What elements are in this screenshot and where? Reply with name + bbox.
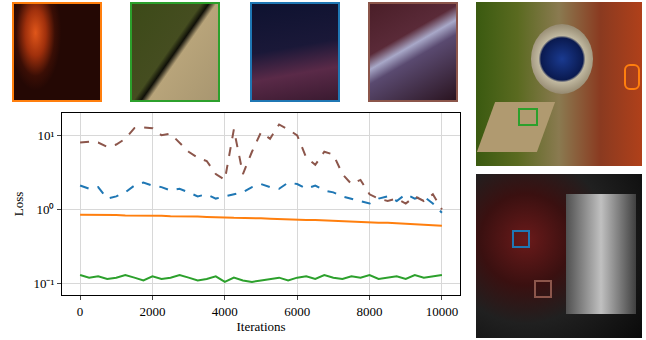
svg-text:4000: 4000 <box>212 304 238 319</box>
svg-text:10¹: 10¹ <box>37 128 54 143</box>
svg-text:0: 0 <box>77 304 84 319</box>
svg-text:2000: 2000 <box>139 304 165 319</box>
svg-text:Loss: Loss <box>11 192 26 217</box>
svg-text:Iterations: Iterations <box>236 319 285 334</box>
svg-text:8000: 8000 <box>357 304 383 319</box>
svg-text:10000: 10000 <box>426 304 459 319</box>
svg-text:10⁰: 10⁰ <box>36 202 54 217</box>
svg-text:6000: 6000 <box>284 304 310 319</box>
svg-text:10⁻¹: 10⁻¹ <box>33 276 54 291</box>
